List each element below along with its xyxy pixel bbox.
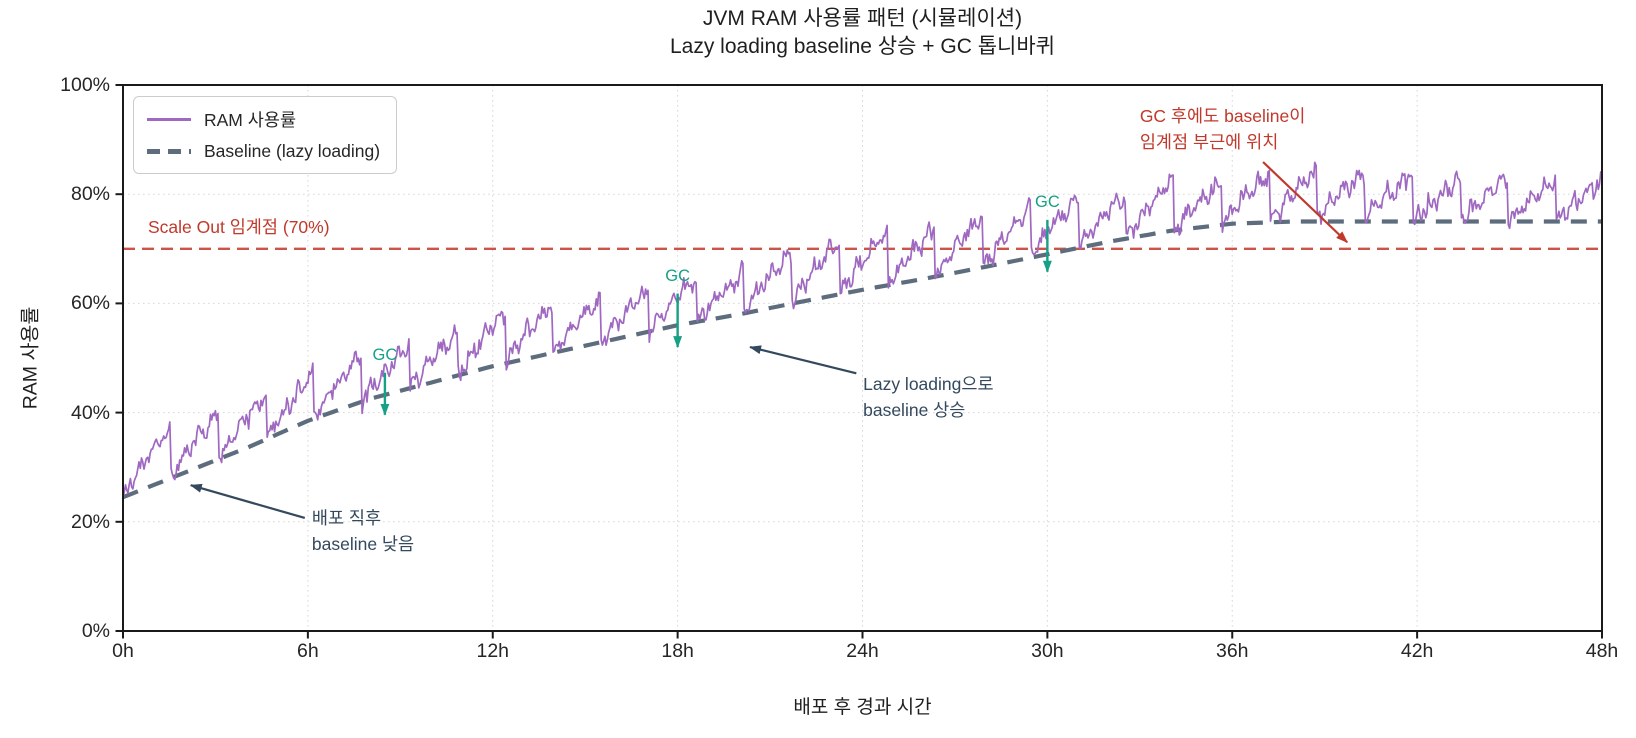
annotation-lazy-loading-baseline-rise: Lazy loading으로 baseline 상승 xyxy=(863,374,994,421)
x-tick-label: 0h xyxy=(112,640,134,662)
chart-subtitle: Lazy loading baseline 상승 + GC 톱니바퀴 xyxy=(669,35,1055,58)
annotation-gc-baseline-near-threshold: GC 후에도 baseline이 임계점 부근에 위치 xyxy=(1139,106,1306,153)
legend: RAM 사용률 Baseline (lazy loading) xyxy=(133,96,398,174)
y-tick-label: 80% xyxy=(70,183,110,206)
y-tick-label: 100% xyxy=(60,74,110,96)
x-tick-label: 36h xyxy=(1215,640,1249,662)
gridlines xyxy=(123,85,1602,631)
x-tick-label: 18h xyxy=(661,640,694,662)
annotation-deploy-baseline-low: 배포 직후 baseline 낮음 xyxy=(311,507,415,554)
gc-event-label: GC xyxy=(1035,192,1060,211)
x-tick-label: 30h xyxy=(1031,640,1064,662)
x-axis-label: 배포 후 경과 시간 xyxy=(793,697,932,718)
x-tick-label: 12h xyxy=(476,640,510,662)
x-tick-label: 24h xyxy=(846,640,879,662)
y-axis-label: RAM 사용률 xyxy=(19,306,42,410)
annotation-arrow xyxy=(1262,161,1348,244)
baseline-dashed-swatch xyxy=(147,149,191,154)
legend-label-baseline: Baseline (lazy loading) xyxy=(204,141,381,161)
x-tick-label: 6h xyxy=(297,640,319,662)
ram-usage-line xyxy=(122,161,1603,499)
gc-event-label: GC xyxy=(665,266,690,285)
baseline-line xyxy=(122,219,1602,500)
annotation-arrow xyxy=(749,345,857,375)
gc-event-label: GC xyxy=(372,345,398,364)
y-tick-label: 60% xyxy=(70,292,110,315)
legend-item-baseline: Baseline (lazy loading) xyxy=(147,141,380,162)
scale-out-threshold-label: Scale Out 임계점 (70%) xyxy=(148,217,330,237)
x-tick-label: 48h xyxy=(1585,640,1619,662)
ram-line-swatch xyxy=(147,118,191,121)
x-tick-label: 42h xyxy=(1400,640,1434,662)
annotation-arrow xyxy=(189,483,306,520)
chart-title: JVM RAM 사용률 패턴 (시뮬레이션) xyxy=(702,7,1023,30)
y-tick-label: 0% xyxy=(81,620,110,642)
legend-label-ram: RAM 사용률 xyxy=(204,110,297,130)
y-tick-label: 40% xyxy=(70,401,110,424)
chart-title-block: JVM RAM 사용률 패턴 (시뮬레이션) Lazy loading base… xyxy=(123,5,1602,61)
axis-ticks xyxy=(115,84,1603,639)
y-tick-label: 20% xyxy=(70,510,110,533)
legend-item-ram: RAM 사용률 xyxy=(147,107,380,132)
